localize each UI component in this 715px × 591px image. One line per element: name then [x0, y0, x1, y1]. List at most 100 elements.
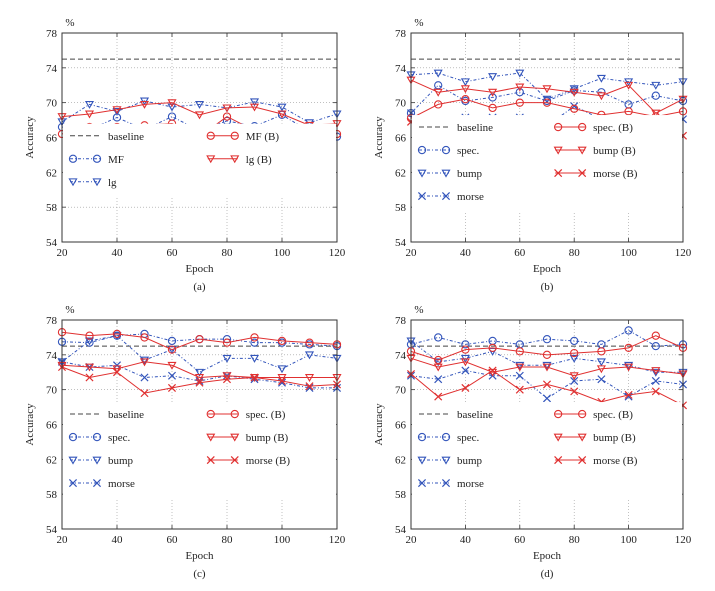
- legend-label: morse (B): [593, 455, 638, 467]
- legend-label: morse: [457, 191, 484, 203]
- legend-item: bump: [68, 455, 134, 467]
- data-point: [434, 392, 443, 401]
- data-point: [515, 371, 524, 380]
- legend-marker: [441, 192, 451, 201]
- x-axis-label: Epoch: [533, 263, 562, 275]
- legend-label: baseline: [108, 409, 144, 421]
- legend-marker: [417, 456, 427, 465]
- data-point: [277, 103, 287, 112]
- x-tick-label: 100: [274, 247, 291, 259]
- data-point: [222, 354, 232, 363]
- legend-marker: [230, 155, 240, 164]
- data-point: [542, 394, 552, 403]
- legend-label: spec.: [457, 432, 480, 444]
- data-point: [112, 368, 122, 377]
- legend-marker: [441, 169, 451, 178]
- data-point: [460, 85, 470, 94]
- panel-label: (b): [541, 281, 554, 293]
- data-point: [542, 335, 552, 344]
- data-point: [515, 69, 525, 78]
- legend-label: morse: [457, 478, 484, 490]
- y-tick-label: 74: [395, 350, 407, 362]
- y-tick-label: 70: [46, 385, 58, 397]
- data-point: [140, 333, 149, 342]
- x-tick-label: 40: [460, 534, 472, 546]
- legend-label: lg (B): [246, 154, 272, 166]
- data-point: [569, 354, 579, 363]
- data-point: [596, 92, 606, 101]
- legend-item: baseline: [419, 409, 493, 421]
- data-point: [651, 376, 660, 385]
- data-point: [651, 331, 660, 340]
- data-point: [305, 338, 314, 347]
- data-point: [194, 100, 205, 109]
- x-tick-label: 120: [675, 247, 692, 259]
- y-tick-label: 54: [46, 237, 58, 249]
- data-point: [167, 336, 177, 346]
- data-point: [651, 81, 661, 90]
- data-point: [433, 363, 443, 372]
- legend-marker: [417, 192, 427, 201]
- data-point: [461, 383, 470, 392]
- data-point: [167, 346, 177, 355]
- data-point: [84, 363, 95, 372]
- data-point: [597, 375, 606, 384]
- x-axis-label: Epoch: [533, 550, 562, 562]
- y-tick-label: 58: [46, 489, 58, 501]
- data-point: [305, 382, 314, 391]
- data-point: [304, 351, 315, 360]
- data-point: [488, 73, 498, 82]
- series-morse-b-: [406, 366, 688, 410]
- legend-marker: [68, 432, 78, 442]
- panel-a: 20 40 60 80 100 120 54 58 62 66 70 74 78% Epoch Accura…: [24, 17, 346, 293]
- legend-item: bump (B): [206, 432, 289, 444]
- panel-d: 20 40 60 80 100 120 54 58 62 66 70 74 78% Epoch Accura…: [373, 304, 692, 580]
- unit-label: %: [414, 304, 423, 316]
- x-tick-label: 100: [620, 534, 637, 546]
- data-point: [542, 98, 552, 107]
- data-point: [488, 343, 497, 353]
- data-point: [596, 358, 606, 367]
- legend-marker: [68, 154, 78, 163]
- legend-label: spec. (B): [593, 122, 633, 134]
- data-point: [139, 100, 150, 109]
- data-point: [277, 376, 287, 385]
- legend-marker: [554, 122, 563, 132]
- legend-marker: [206, 409, 215, 419]
- data-point: [434, 375, 443, 384]
- series-line: [410, 357, 684, 377]
- legend-item: morse (B): [206, 455, 290, 467]
- data-point: [250, 373, 259, 382]
- x-tick-label: 40: [460, 247, 472, 259]
- data-point: [222, 372, 232, 381]
- legend-label: morse: [108, 478, 135, 490]
- legend-label: MF (B): [246, 131, 280, 143]
- x-tick-label: 20: [406, 247, 418, 259]
- data-point: [112, 365, 122, 374]
- x-tick-label: 120: [329, 534, 346, 546]
- x-tick-label: 60: [167, 534, 179, 546]
- data-point: [139, 356, 150, 365]
- data-point: [222, 112, 232, 121]
- panel-label: (a): [193, 281, 206, 293]
- legend-item: lg (B): [206, 154, 272, 166]
- data-point: [84, 337, 95, 346]
- legend-item: spec. (B): [554, 122, 633, 134]
- x-tick-label: 20: [57, 534, 69, 546]
- y-axis-label: Accuracy: [373, 116, 385, 159]
- series-line: [410, 79, 684, 114]
- legend-background: [412, 115, 682, 212]
- legend-marker: [441, 432, 451, 442]
- y-tick-label: 74: [46, 63, 58, 75]
- legend-marker: [92, 178, 102, 187]
- plot-frame: [410, 319, 684, 530]
- legend-marker: [554, 169, 563, 178]
- x-tick-label: 40: [112, 534, 124, 546]
- legend-label: bump (B): [593, 432, 636, 444]
- legend-marker: [230, 409, 239, 419]
- legend-marker: [554, 409, 563, 419]
- x-tick-label: 80: [222, 534, 234, 546]
- data-point: [515, 83, 525, 92]
- data-point: [515, 385, 524, 394]
- data-point: [460, 358, 470, 367]
